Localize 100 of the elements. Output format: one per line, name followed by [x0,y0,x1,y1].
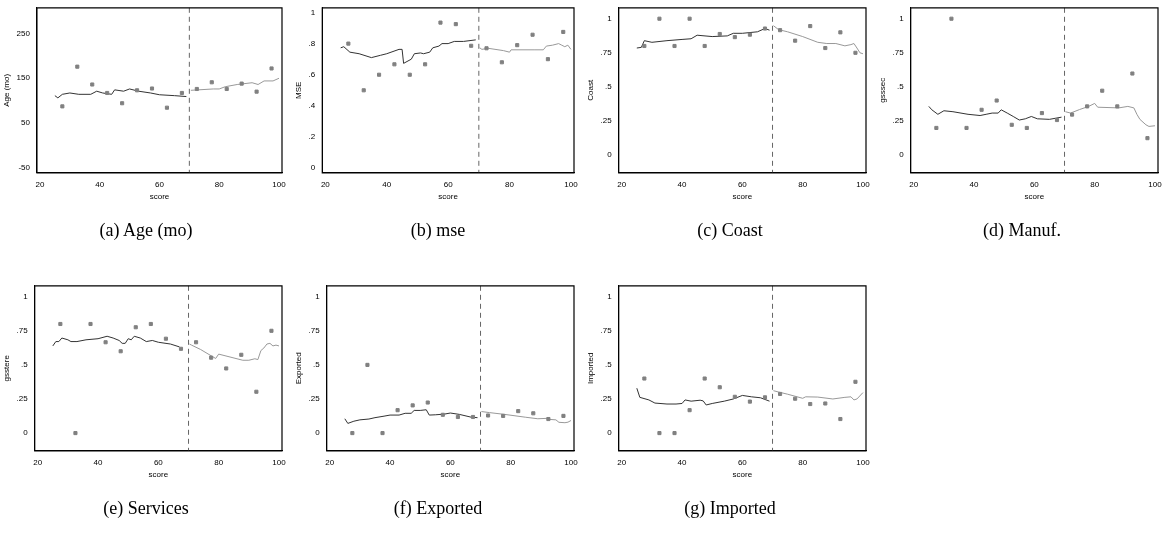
point [254,389,259,394]
point [224,86,229,92]
point [209,80,214,85]
point [58,321,63,327]
y-tick-label: .25 [600,116,613,126]
point [949,16,954,21]
point [747,399,752,404]
y-tick-label: .75 [600,326,613,335]
point [1145,136,1150,141]
point [407,72,412,77]
point [499,60,504,65]
point [1054,117,1060,123]
point [148,321,153,327]
x-tick-label: 40 [969,179,980,189]
y-tick-label: .25 [600,394,613,404]
x-tick-label: 100 [272,179,287,189]
point [486,413,491,418]
point [179,90,184,96]
point [1115,104,1120,109]
x-tick-label: 20 [909,179,919,189]
y-tick-label: .2 [308,132,316,142]
x-tick-label: 40 [93,457,104,467]
y-tick-label: .5 [605,360,613,370]
point [164,105,169,110]
x-axis-title: score [149,192,170,202]
x-tick-label: 100 [272,457,287,467]
point [702,376,707,381]
point [1009,122,1014,127]
point [194,340,199,345]
point [135,88,140,93]
point [425,400,430,405]
point [105,90,110,96]
x-tick-label: 60 [737,457,748,467]
point [762,26,768,31]
point [838,30,843,35]
point [732,35,737,40]
point [178,346,184,351]
point [778,391,783,396]
point [778,28,783,33]
y-axis-title: Age (mo) [2,73,11,107]
point [392,62,397,67]
y-tick-label: 150 [16,73,31,83]
point [1024,125,1029,130]
y-tick-label: .8 [308,38,316,48]
x-axis-title: score [148,470,169,480]
point [410,403,415,408]
x-tick-label: 20 [325,457,335,467]
y-tick-label: 0 [315,428,321,438]
y-axis-title: MSE [294,81,303,99]
y-tick-label: .75 [600,48,613,57]
y-tick-label: 1 [315,291,321,301]
point [269,328,274,333]
y-tick-label: 1 [607,291,613,301]
x-tick-label: 60 [1029,179,1040,189]
x-tick-label: 80 [798,457,808,467]
point [732,394,737,399]
x-tick-label: 60 [737,179,748,189]
x-tick-label: 80 [506,457,516,467]
point [395,408,400,413]
point [377,72,382,77]
point [484,46,489,51]
y-tick-label: 0 [607,150,613,160]
point [1039,111,1044,116]
x-tick-label: 40 [382,179,392,189]
point [561,413,566,418]
x-tick-label: 80 [214,179,225,189]
point [530,32,535,37]
point [531,411,536,416]
y-tick-label: 50 [21,118,31,128]
point [440,412,445,417]
x-tick-label: 60 [155,179,165,189]
point [209,355,214,360]
x-tick-label: 40 [95,179,105,189]
point [823,401,828,406]
x-tick-label: 40 [385,457,396,467]
point [853,50,858,55]
point [687,16,692,21]
point [642,43,647,49]
point [73,431,78,436]
point [365,362,370,367]
y-tick-label: 0 [310,163,316,173]
point [1070,112,1075,117]
point [793,38,798,43]
point [808,24,813,29]
point [269,66,274,71]
y-tick-label: .75 [308,326,321,335]
point [239,81,244,86]
y-tick-label: 250 [16,28,31,38]
point [90,82,95,87]
point [60,104,65,109]
text: (f) Exported [392,498,484,519]
x-axis-title: score [732,192,753,202]
x-tick-label: 40 [677,457,688,467]
point [838,416,843,422]
point [1100,88,1105,93]
point [149,86,155,91]
x-tick-label: 60 [445,457,456,467]
point [515,43,520,48]
x-tick-label: 80 [798,179,808,189]
y-axis-title: gsssec [878,77,887,103]
